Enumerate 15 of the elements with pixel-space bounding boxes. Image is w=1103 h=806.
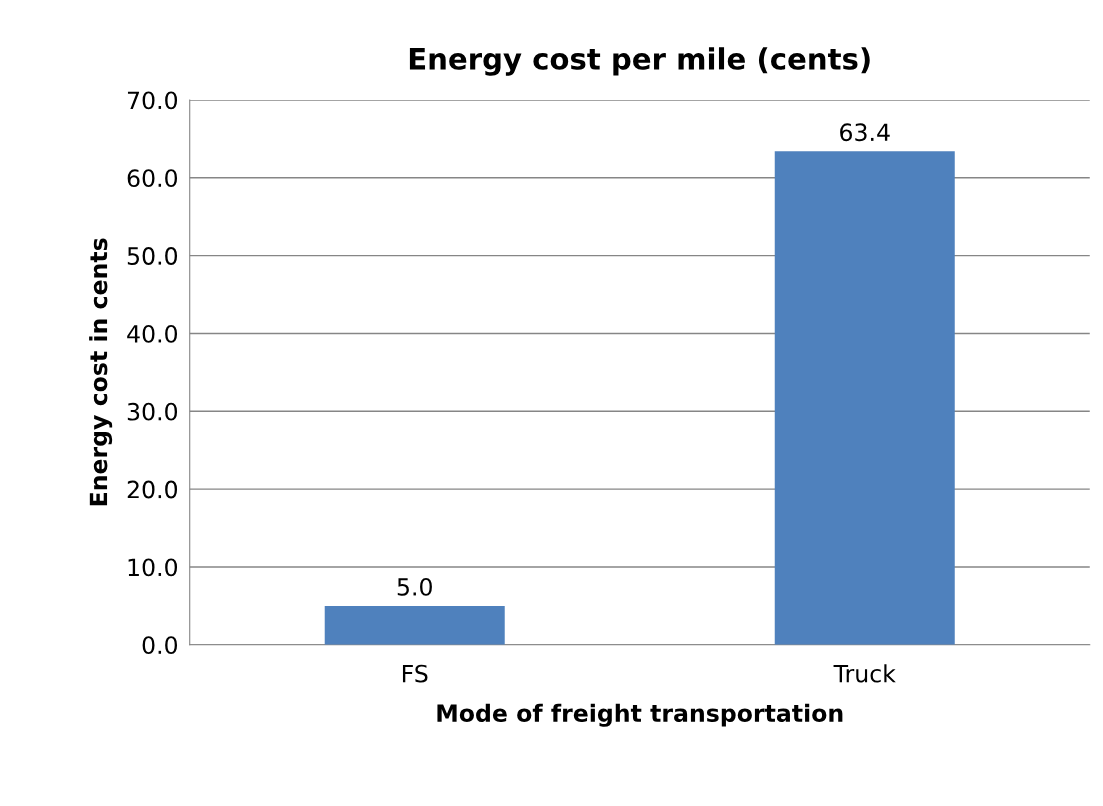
- x-axis-title: Mode of freight transportation: [437, 703, 843, 727]
- y-tick-label: 0.0: [142, 636, 178, 655]
- data-label: 63.4: [840, 123, 890, 142]
- y-tick-label: 60.0: [127, 169, 178, 188]
- y-tick-label: 40.0: [127, 324, 178, 343]
- data-label: 5.0: [397, 577, 432, 596]
- y-tick-label: 20.0: [127, 480, 178, 499]
- y-tick-label: 30.0: [127, 402, 178, 421]
- x-tick-label: FS: [402, 664, 428, 683]
- y-axis-title: Energy cost in cents: [89, 238, 113, 506]
- y-tick-label: 50.0: [127, 247, 178, 265]
- y-tick-label: 10.0: [128, 558, 178, 577]
- x-tick-label: Truck: [833, 664, 896, 683]
- chart-title: Energy cost per mile (cents): [409, 47, 870, 76]
- y-tick-label: 70.0: [127, 91, 178, 110]
